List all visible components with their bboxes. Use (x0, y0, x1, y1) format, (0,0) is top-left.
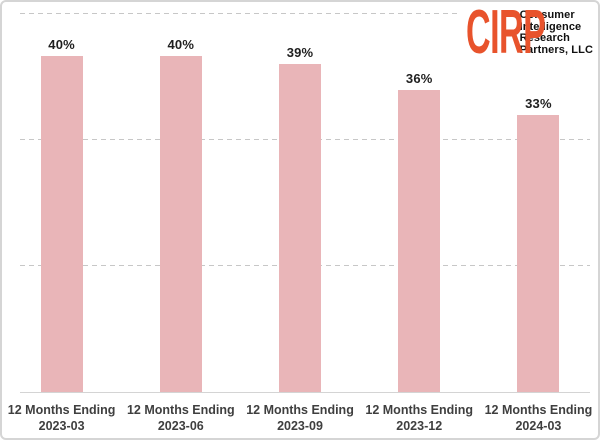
x-axis-label: 12 Months Ending 2023-06 (126, 403, 235, 433)
x-axis-label: 12 Months Ending 2023-12 (365, 403, 474, 433)
bar-value-label: 33% (525, 95, 552, 111)
bar (517, 114, 560, 392)
x-axis-line (20, 392, 590, 393)
plot-area: 40% 40% 39% 36% 33% (2, 14, 598, 392)
cirp-logo-abbr: CIRP (465, 0, 546, 67)
x-axis-label: 12 Months Ending 2023-03 (7, 403, 116, 433)
x-axis-label: 12 Months Ending 2023-09 (246, 403, 354, 433)
bar (398, 89, 441, 392)
bar-value-label: 39% (286, 45, 314, 61)
gridline-45pct (20, 13, 590, 14)
logo-line: Partners, LLC (519, 43, 593, 56)
bar (159, 56, 202, 392)
logo-line: Consumer (519, 9, 575, 21)
logo-line: Intelligence (519, 20, 582, 33)
cirp-logo-text: Consumer Intelligence Research Partners,… (519, 9, 593, 56)
x-axis-label: 12 Months Ending 2024-03 (484, 403, 593, 433)
bar-value-label: 40% (167, 37, 195, 52)
bar-column: 40% (2, 14, 121, 392)
bar-column: 40% (121, 14, 240, 392)
bar (279, 64, 321, 392)
bar-column: 36% (360, 14, 479, 392)
bar-column: 39% (240, 14, 359, 392)
bar-value-label: 40% (48, 37, 75, 52)
logo-line: Research (519, 32, 570, 44)
bar-column: 33% (479, 14, 598, 392)
bar (40, 56, 83, 392)
x-axis-labels: 12 Months Ending 2023-03 12 Months Ending… (2, 402, 598, 434)
bar-value-label: 36% (405, 70, 433, 86)
cirp-logo: CIRP Consumer Intelligence Research Part… (457, 0, 595, 67)
